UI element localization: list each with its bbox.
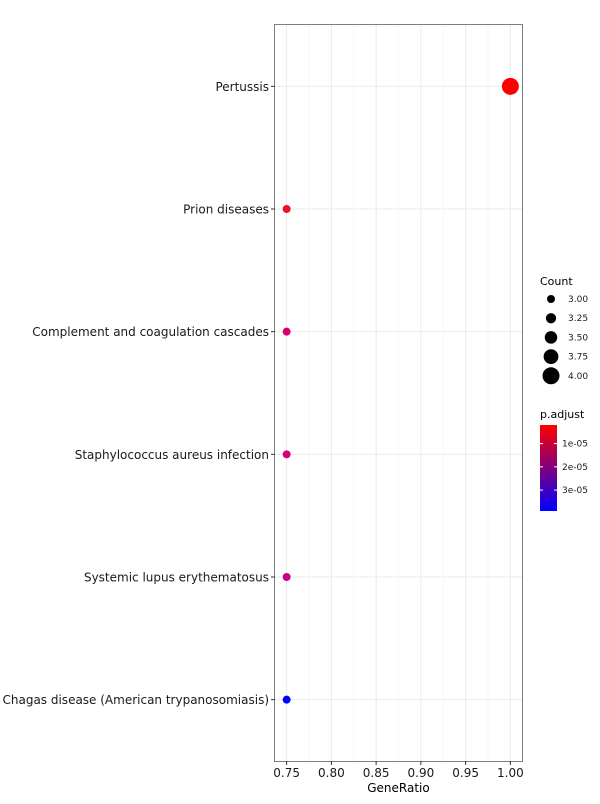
padjust-legend-label: 3e-05: [562, 486, 588, 496]
padjust-legend-label: 1e-05: [562, 440, 588, 450]
count-legend-key: [544, 331, 558, 344]
x-tick-label: 0.90: [408, 766, 435, 780]
padjust-colorbar: [540, 425, 557, 511]
y-axis-ticks: Pertussis Prion diseases Complement and co…: [2, 80, 275, 707]
count-legend: Count 3.00 3.25 3.50 3.75 4.00: [540, 275, 588, 385]
data-points: [282, 77, 519, 704]
count-legend-key: [545, 313, 557, 324]
count-legend-title: Count: [540, 275, 573, 288]
count-legend-label: 3.25: [568, 314, 588, 324]
x-axis-title: GeneRatio: [367, 781, 429, 795]
padjust-legend-title: p.adjust: [540, 408, 585, 421]
padjust-legend: p.adjust 1e-05 2e-05 3e-05: [540, 408, 588, 511]
x-tick-label: 0.95: [452, 766, 479, 780]
y-tick-label: Prion diseases: [183, 203, 269, 217]
count-legend-key: [547, 295, 555, 303]
x-tick-label: 0.75: [273, 766, 300, 780]
plot-panel-border: [274, 24, 523, 762]
count-legend-label: 4.00: [568, 372, 588, 382]
y-tick-label: Staphylococcus aureus infection: [75, 448, 269, 462]
count-legend-label: 3.75: [568, 353, 588, 363]
data-point: [282, 695, 291, 704]
data-point: [282, 205, 291, 213]
padjust-legend-labels: 1e-05 2e-05 3e-05: [540, 440, 588, 496]
padjust-legend-label: 2e-05: [562, 463, 588, 473]
data-point: [282, 450, 291, 459]
y-tick-label: Systemic lupus erythematosus: [84, 571, 269, 585]
data-point: [282, 327, 291, 336]
grid-lines: [275, 25, 522, 761]
y-tick-label: Pertussis: [215, 80, 269, 94]
count-legend-key: [542, 367, 560, 385]
count-legend-label: 3.50: [568, 333, 588, 343]
count-legend-keys: 3.00 3.25 3.50 3.75 4.00: [542, 295, 588, 385]
y-tick-label: Chagas disease (American trypanosomiasis…: [2, 693, 269, 707]
data-point: [501, 77, 519, 95]
data-point: [282, 573, 291, 581]
x-tick-label: 0.80: [318, 766, 345, 780]
y-tick-label: Complement and coagulation cascades: [32, 325, 269, 339]
count-legend-key: [543, 349, 559, 364]
x-tick-label: 0.85: [363, 766, 390, 780]
x-tick-label: 1.00: [497, 766, 524, 780]
x-axis-ticks: 0.75 0.80 0.85 0.90 0.95 1.00: [273, 761, 524, 780]
count-legend-label: 3.00: [568, 295, 588, 305]
